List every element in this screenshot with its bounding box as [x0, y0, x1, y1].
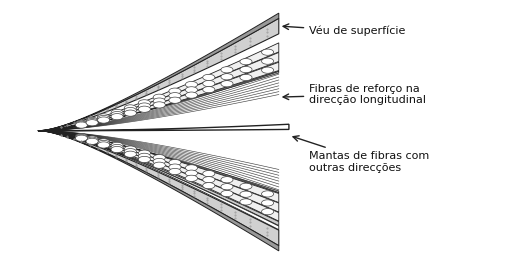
Circle shape: [86, 136, 98, 142]
Circle shape: [169, 88, 181, 94]
Circle shape: [221, 184, 233, 190]
Circle shape: [153, 102, 165, 108]
Circle shape: [98, 142, 110, 148]
Circle shape: [111, 144, 123, 150]
Circle shape: [111, 114, 123, 120]
Circle shape: [185, 87, 198, 93]
Circle shape: [98, 117, 110, 123]
Circle shape: [262, 49, 274, 55]
Circle shape: [203, 182, 215, 189]
Circle shape: [124, 151, 136, 157]
Circle shape: [203, 177, 215, 183]
Circle shape: [169, 159, 181, 166]
Circle shape: [98, 139, 110, 145]
Circle shape: [262, 58, 274, 64]
Polygon shape: [38, 131, 279, 251]
Circle shape: [240, 191, 252, 197]
Circle shape: [153, 94, 165, 100]
Circle shape: [185, 81, 198, 88]
Polygon shape: [38, 13, 279, 131]
Circle shape: [262, 191, 274, 197]
Circle shape: [124, 107, 136, 114]
Circle shape: [262, 200, 274, 206]
Circle shape: [185, 175, 198, 181]
Circle shape: [153, 98, 165, 104]
Circle shape: [221, 74, 233, 80]
Circle shape: [240, 74, 252, 81]
Circle shape: [185, 92, 198, 98]
Circle shape: [124, 149, 136, 155]
Circle shape: [111, 109, 123, 116]
Circle shape: [75, 121, 88, 127]
Circle shape: [240, 59, 252, 65]
Circle shape: [75, 135, 88, 142]
Circle shape: [124, 110, 136, 116]
Circle shape: [86, 137, 98, 143]
Circle shape: [185, 170, 198, 176]
Circle shape: [221, 177, 233, 183]
Polygon shape: [38, 52, 279, 131]
Circle shape: [185, 165, 198, 171]
Polygon shape: [38, 124, 289, 131]
Polygon shape: [38, 131, 279, 193]
Circle shape: [138, 156, 151, 163]
Circle shape: [75, 134, 88, 140]
Circle shape: [138, 100, 151, 106]
Polygon shape: [38, 131, 279, 225]
Text: Mantas de fibras com
outras direcções: Mantas de fibras com outras direcções: [293, 136, 430, 172]
Circle shape: [86, 138, 98, 144]
Circle shape: [221, 67, 233, 73]
Circle shape: [98, 114, 110, 120]
Circle shape: [86, 119, 98, 125]
Circle shape: [124, 146, 136, 152]
Polygon shape: [38, 131, 279, 246]
Circle shape: [138, 106, 151, 112]
Polygon shape: [38, 18, 279, 131]
Polygon shape: [38, 43, 279, 131]
Circle shape: [262, 209, 274, 215]
Circle shape: [203, 74, 215, 81]
Circle shape: [203, 81, 215, 87]
Circle shape: [75, 134, 88, 140]
Circle shape: [221, 190, 233, 197]
Polygon shape: [38, 131, 279, 202]
Circle shape: [111, 111, 123, 118]
Text: Véu de superfície: Véu de superfície: [283, 24, 406, 36]
Polygon shape: [38, 71, 279, 131]
Circle shape: [169, 93, 181, 99]
Circle shape: [262, 67, 274, 73]
Circle shape: [169, 97, 181, 103]
Circle shape: [124, 105, 136, 111]
Circle shape: [153, 158, 165, 164]
Circle shape: [169, 164, 181, 170]
Circle shape: [203, 171, 215, 177]
Circle shape: [111, 147, 123, 153]
Circle shape: [138, 153, 151, 159]
Polygon shape: [38, 62, 279, 131]
Circle shape: [75, 120, 88, 126]
Circle shape: [153, 154, 165, 161]
Circle shape: [203, 87, 215, 93]
Circle shape: [98, 140, 110, 147]
Circle shape: [86, 120, 98, 126]
Circle shape: [86, 117, 98, 124]
Text: Fibras de reforço na
direcção longitudinal: Fibras de reforço na direcção longitudin…: [283, 84, 426, 105]
Polygon shape: [38, 131, 279, 221]
Circle shape: [138, 103, 151, 109]
Circle shape: [75, 122, 88, 128]
Circle shape: [111, 142, 123, 148]
Circle shape: [153, 162, 165, 168]
Circle shape: [240, 183, 252, 189]
Circle shape: [169, 168, 181, 175]
Circle shape: [98, 115, 110, 121]
Polygon shape: [38, 131, 279, 212]
Circle shape: [221, 81, 233, 87]
Circle shape: [138, 150, 151, 156]
Circle shape: [240, 199, 252, 205]
Polygon shape: [38, 131, 279, 230]
Circle shape: [240, 67, 252, 73]
